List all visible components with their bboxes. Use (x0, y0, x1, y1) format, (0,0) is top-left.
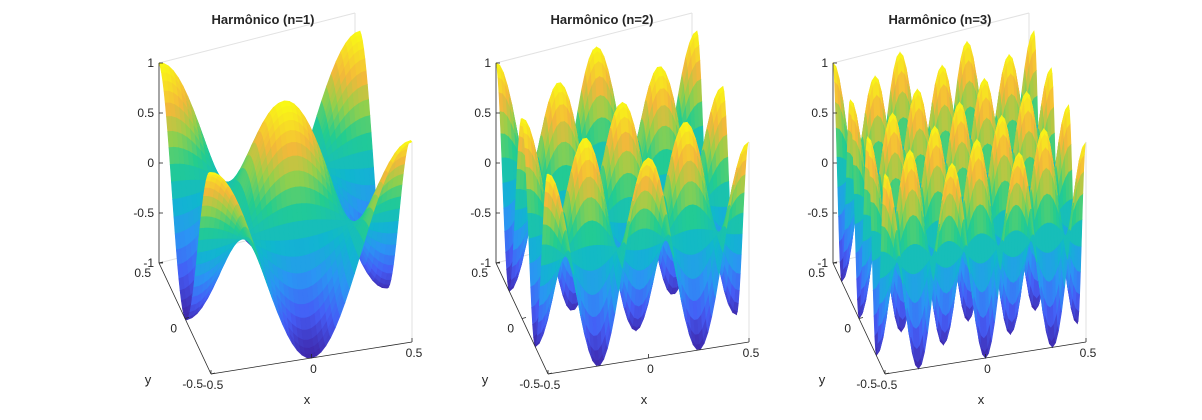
y-tick-label: -0.5 (519, 377, 540, 391)
surface-plot-1: Harmônico (n=1)-1-0.500.51-0.500.5-0.500… (133, 12, 422, 407)
surface-patch (696, 78, 703, 104)
surface-patch (366, 132, 373, 152)
surface-mesh (158, 30, 413, 359)
y-tick-label: 0 (507, 322, 514, 336)
box-edge (158, 12, 356, 64)
surface-patch (697, 101, 704, 128)
x-tick-label: 0 (647, 362, 654, 376)
surface-patch (736, 253, 742, 274)
panel-title: Harmônico (n=1) (212, 12, 315, 27)
surface-patch (394, 195, 402, 210)
z-tick-label: 0 (484, 156, 491, 170)
surface-patch (389, 243, 397, 256)
x-tick-label: 0 (310, 362, 317, 376)
z-tick-label: 1 (147, 56, 154, 70)
surface-mesh (832, 30, 1087, 370)
surface-patch (738, 211, 744, 235)
surface-patch (363, 99, 371, 118)
surface-patch (368, 167, 376, 186)
surface-patch (387, 264, 394, 274)
surface-patch (364, 115, 372, 134)
surface-patch (723, 156, 730, 183)
y-axis-label: y (145, 372, 152, 387)
z-tick-label: 1 (484, 56, 491, 70)
x-axis-label: x (641, 392, 648, 407)
x-tick-label: -0.5 (203, 378, 224, 392)
x-tick-label: 0.5 (743, 346, 760, 360)
surface-patch (361, 70, 368, 87)
surface-patch (720, 100, 727, 120)
surface-patch (358, 48, 366, 62)
surface-patch (385, 272, 393, 281)
y-tick-label: 0.5 (134, 266, 151, 280)
x-axis-label: x (304, 392, 311, 407)
surface-patch (390, 232, 398, 245)
surface-patch (737, 233, 743, 255)
surface-patch (393, 207, 400, 222)
surface-patch (395, 183, 403, 198)
surface-patch (388, 254, 396, 266)
surface-patch (392, 220, 399, 234)
surface-patch (734, 288, 740, 304)
surface-patch (739, 191, 745, 214)
z-tick-label: 0 (147, 156, 154, 170)
surface-patch (359, 58, 367, 73)
x-tick-label: -0.5 (540, 378, 561, 392)
surface-patch (367, 149, 374, 169)
surface-plot-3: Harmônico (n=3)-1-0.500.51-0.500.5-0.500… (807, 12, 1096, 407)
surface-patch (694, 45, 701, 64)
surface-patch (735, 272, 741, 291)
x-tick-label: 0.5 (406, 346, 423, 360)
surface-patch (384, 279, 392, 285)
z-tick-label: 0.5 (137, 106, 154, 120)
y-axis-label: y (482, 372, 489, 387)
surface-patch (722, 134, 729, 160)
z-tick-label: -0.5 (133, 206, 154, 220)
y-tick-label: 0.5 (471, 266, 488, 280)
y-tick-label: -0.5 (182, 377, 203, 391)
z-tick-label: -0.5 (470, 206, 491, 220)
surface-patch (362, 84, 369, 102)
surface-patch (695, 59, 702, 83)
panel-title: Harmônico (n=2) (551, 12, 654, 27)
y-tick-label: 0 (170, 322, 177, 336)
surface-patch (405, 140, 413, 145)
surface-patch (721, 115, 728, 138)
y-tick-mark (521, 317, 527, 319)
z-tick-label: 0.5 (474, 106, 491, 120)
surface-plot-2: Harmônico (n=2)-1-0.500.51-0.500.5-0.500… (470, 12, 759, 407)
surface-mesh (495, 30, 750, 366)
